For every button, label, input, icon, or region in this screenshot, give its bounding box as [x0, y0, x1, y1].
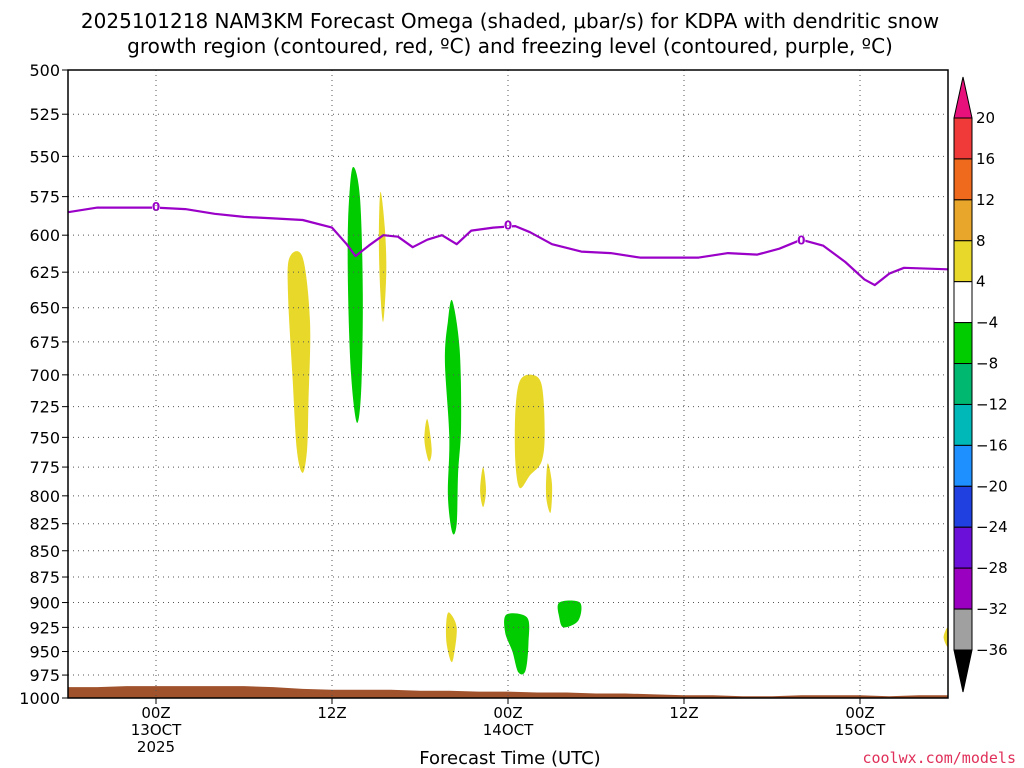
y-tick-label: 700: [29, 366, 60, 385]
y-tick-label: 825: [29, 515, 60, 534]
colorbar-swatch: [953, 240, 973, 283]
y-tick-label: 675: [29, 333, 60, 352]
y-tick-label: 850: [29, 542, 60, 561]
y-tick-label: 650: [29, 299, 60, 318]
colorbar: 20 16 12 8 4 −4 −8 −12 −16 −20 −24 −28 −32 −36: [953, 76, 1008, 693]
y-tick-label: 800: [29, 487, 60, 506]
x-tick-label: 13OCT: [131, 721, 182, 739]
colorbar-swatch: [953, 199, 973, 242]
x-tick-label: 2025: [137, 738, 175, 756]
credit-text: coolwx.com/models: [862, 749, 1016, 767]
x-tick-label: 00Z: [141, 704, 170, 722]
colorbar-swatch: [953, 363, 973, 405]
freezing-level-label: 0: [797, 234, 805, 248]
y-tick-label: 925: [29, 618, 60, 637]
colorbar-tick-label: −8: [976, 355, 998, 373]
colorbar-tick-label: 12: [976, 191, 995, 209]
y-tick-label: 750: [29, 428, 60, 447]
colorbar-tick-label: −20: [976, 477, 1008, 495]
x-tick-label: 14OCT: [483, 721, 534, 739]
colorbar-bottom-arrow: [953, 649, 973, 693]
colorbar-tick-label: 16: [976, 150, 995, 168]
colorbar-swatch: [953, 281, 973, 324]
omega-region-11: [557, 600, 582, 628]
omega-region-12: [943, 627, 948, 647]
ground-surface: [68, 686, 948, 698]
freezing-level-label: 0: [152, 200, 160, 214]
omega-region-5: [424, 418, 432, 462]
omega-region-9: [445, 612, 457, 663]
colorbar-tick-label: −32: [976, 600, 1008, 618]
y-tick-label: 600: [29, 226, 60, 245]
colorbar-top-arrow: [953, 76, 973, 119]
omega-region-8: [545, 463, 553, 513]
colorbar-swatch: [953, 526, 973, 569]
y-tick-label: 950: [29, 643, 60, 662]
plot-area: 000: [68, 167, 948, 698]
colorbar-swatch: [953, 485, 973, 528]
x-tick-label: 15OCT: [835, 721, 886, 739]
y-tick-label: 625: [29, 263, 60, 282]
y-tick-label: 525: [29, 105, 60, 124]
y-tick-label: 975: [29, 666, 60, 685]
chart-title-line-1: 2025101218 NAM3KM Forecast Omega (shaded…: [81, 9, 939, 33]
y-tick-label: 550: [29, 147, 60, 166]
freezing-level-label-bg: [797, 232, 806, 246]
x-tick-label: 12Z: [317, 704, 346, 722]
freezing-level-label-bg: [504, 217, 512, 231]
y-tick-label: 725: [29, 398, 60, 417]
omega-region-1: [287, 251, 311, 473]
omega-region-2: [347, 167, 363, 423]
omega-region-10: [504, 613, 530, 675]
y-tick-label: 775: [29, 458, 60, 477]
y-axis: 500 525 550 575 600 625 650 675 700 725 750 775 800 8…: [19, 61, 68, 708]
colorbar-swatch: [953, 444, 973, 487]
plot-frame: [67, 69, 949, 699]
grid-lines: [67, 69, 949, 699]
y-tick-label: 1000: [19, 689, 60, 708]
colorbar-tick-label: 4: [976, 273, 986, 291]
colorbar-swatch: [953, 117, 973, 160]
colorbar-tick-label: −12: [976, 395, 1008, 413]
y-tick-label: 900: [29, 594, 60, 613]
colorbar-tick-label: 8: [976, 232, 986, 250]
colorbar-swatch: [953, 403, 973, 446]
colorbar-tick-label: −24: [976, 518, 1008, 536]
colorbar-swatch: [953, 322, 973, 365]
x-axis-label: Forecast Time (UTC): [419, 748, 600, 768]
colorbar-swatch: [953, 608, 973, 651]
x-tick-label: 00Z: [493, 704, 522, 722]
omega-region-6: [480, 467, 486, 508]
y-tick-label: 500: [29, 61, 60, 80]
omega-region-7: [514, 374, 545, 489]
colorbar-tick-label: −28: [976, 559, 1008, 577]
omega-region-3: [378, 191, 387, 322]
chart-title-line-2: growth region (contoured, red, ºC) and f…: [127, 34, 893, 58]
colorbar-swatch: [953, 567, 973, 610]
colorbar-tick-label: −36: [976, 641, 1008, 659]
colorbar-swatch: [953, 158, 973, 201]
freezing-level-line: [68, 206, 948, 287]
omega-region-4: [444, 299, 462, 535]
y-tick-label: 875: [29, 568, 60, 587]
x-tick-label: 12Z: [669, 704, 698, 722]
x-tick-label: 00Z: [845, 704, 874, 722]
colorbar-tick-label: −16: [976, 436, 1008, 454]
colorbar-tick-label: −4: [976, 314, 998, 332]
y-tick-label: 575: [29, 188, 60, 207]
colorbar-tick-label: 20: [976, 109, 995, 127]
